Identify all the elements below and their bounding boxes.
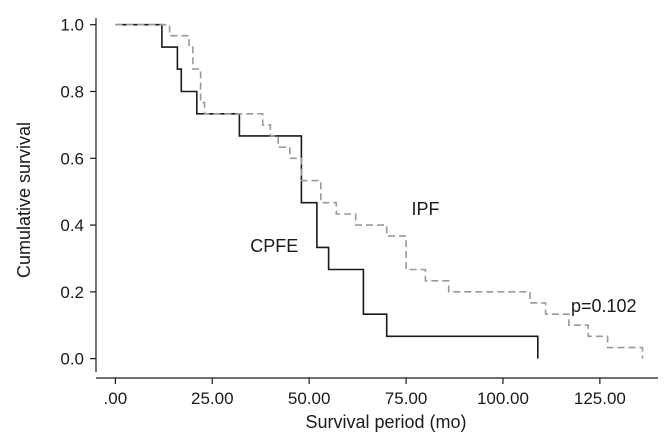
series-layer (115, 23, 644, 359)
x-tick-label: 75.00 (385, 389, 428, 408)
y-tick-label: 1.0 (60, 16, 84, 35)
annotation-p-0-102: p=0.102 (571, 296, 637, 316)
annotation-layer: IPF CPFE p=0.102 (250, 199, 636, 316)
y-tick-label: 0.0 (60, 350, 84, 369)
y-tick-label: 0.8 (60, 82, 84, 101)
y-axis-title: Cumulative survival (14, 122, 34, 278)
y-tick-label: 0.6 (60, 149, 84, 168)
x-tick-label: .00 (104, 389, 128, 408)
x-tick-label: 125.00 (574, 389, 626, 408)
x-tick-label: 100.00 (477, 389, 529, 408)
y-tick-label: 0.4 (60, 216, 84, 235)
series-cpfe-line (115, 23, 539, 359)
x-tick-label: 25.00 (191, 389, 234, 408)
annotation-ipf: IPF (411, 199, 439, 219)
annotation-cpfe: CPFE (250, 236, 298, 256)
series-ipf-line (115, 23, 644, 359)
y-tick-label: 0.2 (60, 283, 84, 302)
x-tick-label: 50.00 (288, 389, 331, 408)
axes: 0.0 0.2 0.4 0.6 0.8 1.0 .00 25.00 50.00 75.00 100.… (60, 16, 658, 408)
x-axis-title: Survival period (mo) (305, 412, 466, 432)
